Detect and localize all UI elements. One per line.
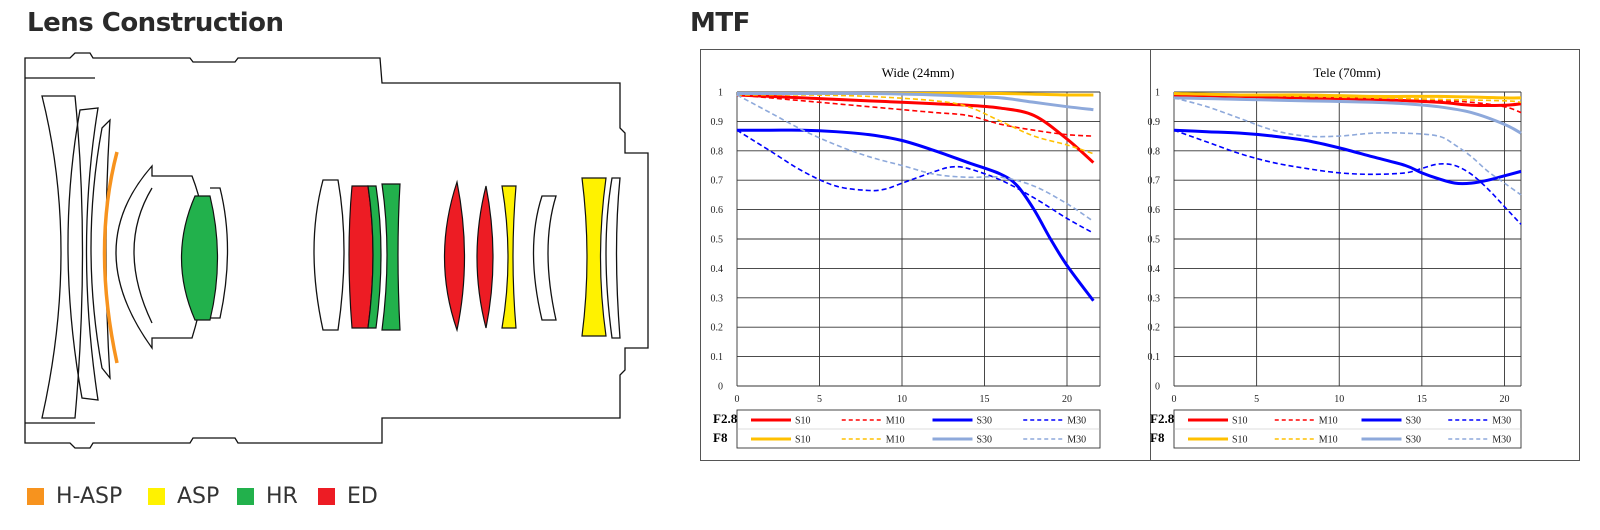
h-asp-element xyxy=(102,151,119,364)
lens-element-2 xyxy=(67,107,99,401)
lens-construction-title: Lens Construction xyxy=(27,8,284,38)
lens-construction-diagram xyxy=(24,52,649,449)
asp-element-2 xyxy=(581,177,607,337)
hr-element-2 xyxy=(367,185,382,329)
ed-element-1 xyxy=(348,185,374,329)
lens-element-7 xyxy=(313,179,345,331)
mtf-title: MTF xyxy=(690,8,750,38)
lens-element-8 xyxy=(532,195,557,321)
mtf-panel xyxy=(700,49,1580,461)
legend-asp: ASP xyxy=(148,484,219,509)
barrel-inner-line xyxy=(25,77,95,424)
lens-element-5 xyxy=(133,187,153,324)
barrel-outline-top xyxy=(24,52,649,449)
asp-swatch xyxy=(148,488,165,505)
legend-ed: ED xyxy=(318,484,378,509)
legend-label: H-ASP xyxy=(56,484,123,509)
lens-element-9 xyxy=(605,177,621,339)
legend-label: ED xyxy=(347,484,378,509)
lens-element-3 xyxy=(90,118,111,381)
legend-hr: HR xyxy=(237,484,298,509)
mtf-divider xyxy=(1150,49,1151,461)
ed-element-2 xyxy=(443,179,466,333)
h-asp-swatch xyxy=(27,488,44,505)
hr-element-3 xyxy=(381,183,401,331)
legend-label: HR xyxy=(266,484,298,509)
lens-element-6 xyxy=(210,187,229,319)
ed-element-3 xyxy=(476,185,494,329)
ed-swatch xyxy=(318,488,335,505)
hr-swatch xyxy=(237,488,254,505)
legend-label: ASP xyxy=(177,484,220,509)
legend-h-asp: H-ASP xyxy=(27,484,122,509)
hr-element-1 xyxy=(180,195,219,321)
asp-element-1 xyxy=(501,185,517,329)
lens-element-1 xyxy=(41,95,84,419)
